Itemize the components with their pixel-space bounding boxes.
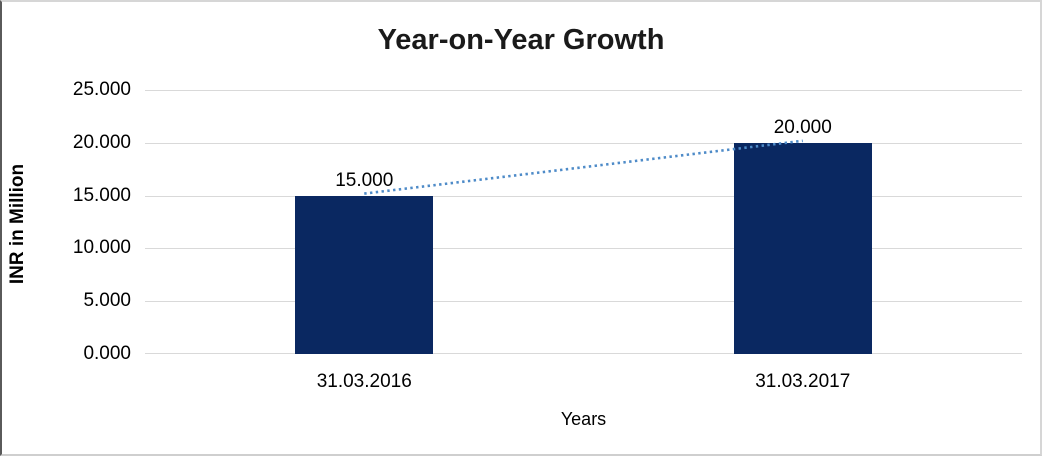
gridline: [145, 142, 1022, 144]
bar-31.03.2016: [295, 195, 434, 354]
gridline: [145, 195, 1022, 197]
y-tick-label: 0.000: [83, 343, 131, 364]
gridline: [145, 90, 1022, 91]
y-tick-label: 25.000: [72, 79, 131, 100]
y-tick-label: 20.000: [72, 131, 131, 153]
plot-area: [145, 90, 1022, 354]
y-tick-label: 5.000: [83, 290, 131, 312]
chart-title: Year-on-Year Growth: [377, 24, 665, 56]
bar-value-label: 15.000: [335, 169, 394, 191]
y-tick-label: 15.000: [72, 184, 131, 206]
gridline: [145, 353, 1022, 354]
x-axis-title: Years: [560, 409, 607, 429]
x-category-label: 31.03.2016: [316, 371, 412, 392]
gridline: [145, 301, 1022, 303]
gridline: [145, 248, 1022, 250]
y-axis-title: INR in Million: [7, 163, 28, 285]
y-tick-label: 10.000: [72, 237, 131, 259]
trendline-dotted: [364, 139, 803, 195]
x-category-label: 31.03.2017: [755, 371, 851, 392]
bar-value-label: 20.000: [773, 116, 832, 138]
bar-31.03.2017: [733, 142, 872, 354]
